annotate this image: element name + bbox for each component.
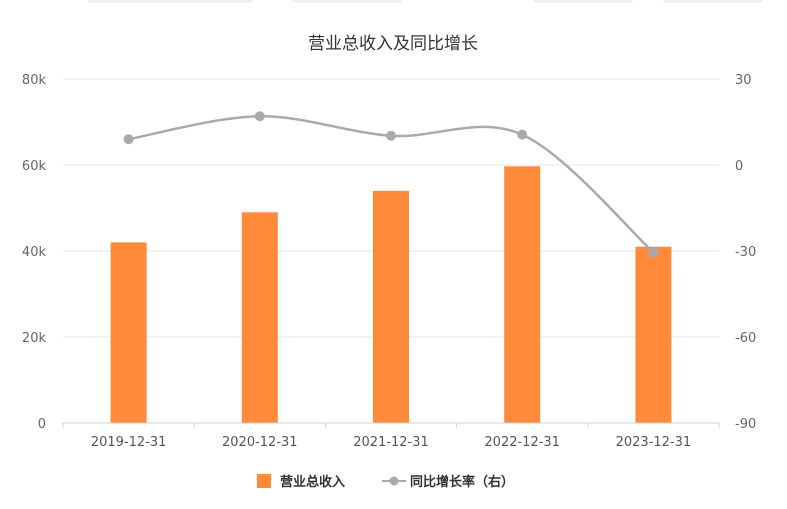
right-tick-label: -90 [735,417,756,432]
left-tick-label: 40k [22,245,47,260]
top-decoration [0,0,787,4]
legend-growth-label[interactable]: 同比增长率（右） [410,474,514,490]
growth-point[interactable] [648,247,659,258]
revenue-bar[interactable] [373,190,409,423]
left-axis-ticks: 0 20k 40k 60k 80k [22,73,47,432]
right-tick-label: -30 [735,245,756,260]
right-tick-label: -60 [735,331,756,346]
revenue-bar[interactable] [504,166,541,424]
x-tick-label: 2019-12-31 [91,435,167,450]
revenue-bars [110,166,672,424]
x-tick-label: 2020-12-31 [222,435,298,450]
legend[interactable]: 营业总收入 同比增长率（右） [257,474,514,490]
legend-growth-marker[interactable] [389,476,399,486]
right-axis-ticks: -90 -60 -30 0 30 [735,73,756,432]
left-tick-label: 60k [22,159,47,174]
x-tick-label: 2021-12-31 [353,435,429,450]
x-tick-label: 2022-12-31 [484,435,560,450]
revenue-bar[interactable] [110,242,147,423]
x-axis: 2019-12-31 2020-12-31 2021-12-31 2022-12-31… [62,422,720,450]
revenue-bar[interactable] [241,212,278,423]
left-tick-label: 20k [22,331,47,346]
growth-point[interactable] [517,129,528,140]
left-tick-label: 80k [22,73,47,88]
growth-point[interactable] [386,130,396,141]
growth-point[interactable] [123,134,134,145]
growth-point[interactable] [254,111,265,122]
right-tick-label: 30 [735,73,752,88]
legend-revenue-label[interactable]: 营业总收入 [280,474,345,490]
left-tick-label: 0 [38,417,46,432]
revenue-bar[interactable] [635,246,672,423]
growth-line [123,111,659,258]
right-tick-label: 0 [735,159,743,174]
legend-revenue-swatch[interactable] [257,474,271,488]
chart-title: 营业总收入及同比增长 [308,34,478,54]
x-tick-label: 2023-12-31 [616,435,692,450]
